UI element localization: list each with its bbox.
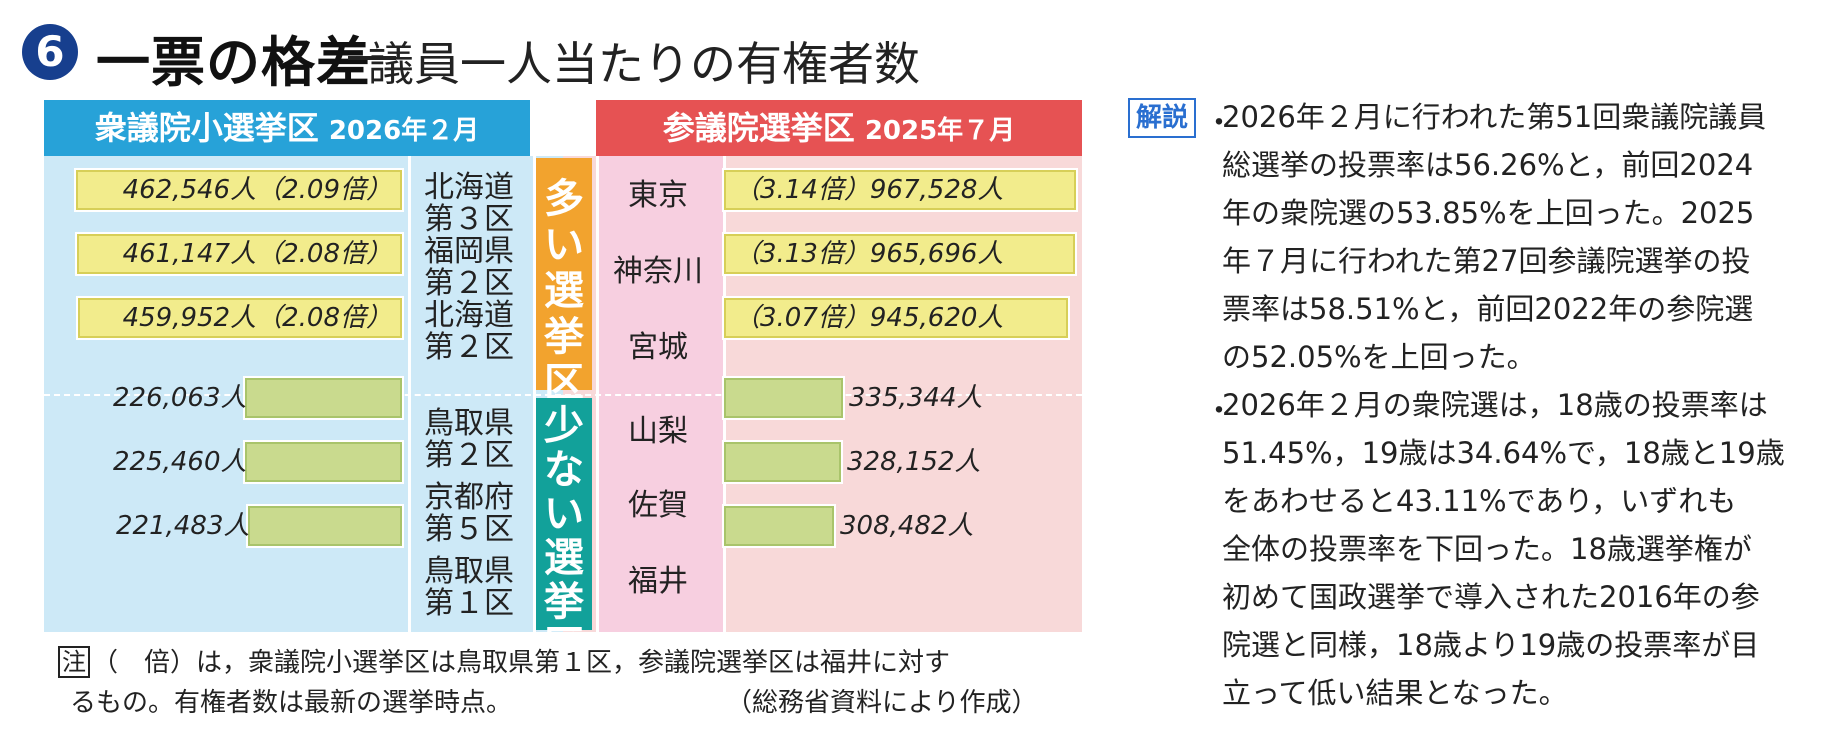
left-chart-title: 衆議院小選挙区 <box>94 109 319 147</box>
right-bar-label: 335,344人 <box>849 383 983 413</box>
right-bar-label: （3.14倍）967,528人 <box>734 175 1004 205</box>
right-bar-label: （3.13倍）965,696人 <box>734 239 1004 269</box>
right-bar <box>722 376 845 420</box>
left-chart-header: 衆議院小選挙区 2026年２月 <box>44 100 530 156</box>
left-bar <box>246 504 404 548</box>
left-bar-label: 462,546人（2.09倍） <box>122 175 392 205</box>
left-district-name: 北海道 第２区 <box>424 298 514 365</box>
commentary-line: の52.05%を上回った。 <box>1222 340 1536 374</box>
note-mark: 注 <box>58 646 90 678</box>
source-note: （総務省資料により作成） <box>726 688 1038 718</box>
left-district-name: 鳥取県 第２区 <box>424 406 514 473</box>
left-bar-label: 225,460人 <box>113 447 247 477</box>
commentary-line: 票率は58.51%と，前回2022年の参院選 <box>1222 292 1754 326</box>
left-bar-label: 226,063人 <box>113 383 247 413</box>
right-chart-header: 参議院選挙区 2025年７月 <box>596 100 1082 156</box>
note-line-2: るもの。有権者数は最新の選挙時点。 <box>70 688 513 718</box>
left-bar <box>76 296 404 340</box>
right-bar <box>722 296 1070 340</box>
right-district-name: 山梨 <box>628 414 688 449</box>
left-bar <box>74 168 404 212</box>
commentary-line: 2026年２月の衆院選は，18歳の投票率は <box>1222 388 1768 422</box>
commentary-line: 立って低い結果となった。 <box>1222 676 1568 710</box>
right-bar <box>722 232 1077 276</box>
page-subtitle: 議員一人当たりの有権者数 <box>368 37 920 91</box>
left-district-name: 福岡県 第２区 <box>424 234 514 301</box>
left-bar <box>243 440 404 484</box>
right-district-name: 佐賀 <box>628 488 688 523</box>
few-districts-tag: 少ない選挙区 <box>536 398 592 668</box>
right-bar <box>722 504 836 548</box>
commentary-line: 51.45%，19歳は34.64%で，18歳と19歳 <box>1222 436 1785 470</box>
commentary-line: 初めて国政選挙で導入された2016年の参 <box>1222 580 1760 614</box>
right-bar <box>722 440 843 484</box>
bullet-2: ・ <box>1204 394 1234 429</box>
page-title: 一票の格差 <box>96 31 371 94</box>
many-districts-tag: 多い選挙区 <box>536 158 592 406</box>
left-bar <box>75 232 404 276</box>
right-district-name: 神奈川 <box>613 254 703 289</box>
bullet-1: ・ <box>1204 106 1234 141</box>
left-district-name: 鳥取県 第１区 <box>424 554 514 621</box>
commentary-tag: 解説 <box>1128 98 1196 138</box>
commentary-line: をあわせると43.11%であり，いずれも <box>1222 484 1737 518</box>
note-line-1: （ 倍）は，衆議院小選挙区は鳥取県第１区，参議院選挙区は福井に対す <box>92 648 951 678</box>
right-bar-label: 308,482人 <box>840 511 974 541</box>
title-dash <box>348 56 396 60</box>
right-district-name: 福井 <box>628 564 688 599</box>
left-district-name: 京都府 第５区 <box>424 480 514 547</box>
left-bar-label: 461,147人（2.08倍） <box>122 239 392 269</box>
right-bar-label: （3.07倍）945,620人 <box>734 303 1004 333</box>
left-bar <box>243 376 404 420</box>
left-bar-label: 221,483人 <box>116 511 250 541</box>
right-chart-date: 2025年７月 <box>864 116 1016 146</box>
left-chart-date: 2026年２月 <box>328 116 480 146</box>
right-bar <box>722 168 1078 212</box>
commentary-line: 2026年２月に行われた第51回衆議院議員 <box>1222 100 1767 134</box>
commentary-line: 年７月に行われた第27回参議院選挙の投 <box>1222 244 1751 278</box>
left-district-name: 北海道 第３区 <box>424 170 514 237</box>
group-divider <box>44 394 1082 396</box>
commentary-line: 総選挙の投票率は56.26%と，前回2024 <box>1222 148 1754 182</box>
section-number-badge: 6 <box>22 24 78 80</box>
right-bar-label: 328,152人 <box>847 447 981 477</box>
right-district-name: 宮城 <box>628 330 688 365</box>
right-district-name: 東京 <box>628 178 688 213</box>
commentary-line: 院選と同様，18歳より19歳の投票率が目 <box>1222 628 1760 662</box>
commentary-line: 年の衆院選の53.85%を上回った。2025 <box>1222 196 1755 230</box>
commentary-line: 全体の投票率を下回った。18歳選挙権が <box>1222 532 1752 566</box>
right-chart-title: 参議院選挙区 <box>662 109 855 147</box>
left-bar-label: 459,952人（2.08倍） <box>122 303 392 333</box>
